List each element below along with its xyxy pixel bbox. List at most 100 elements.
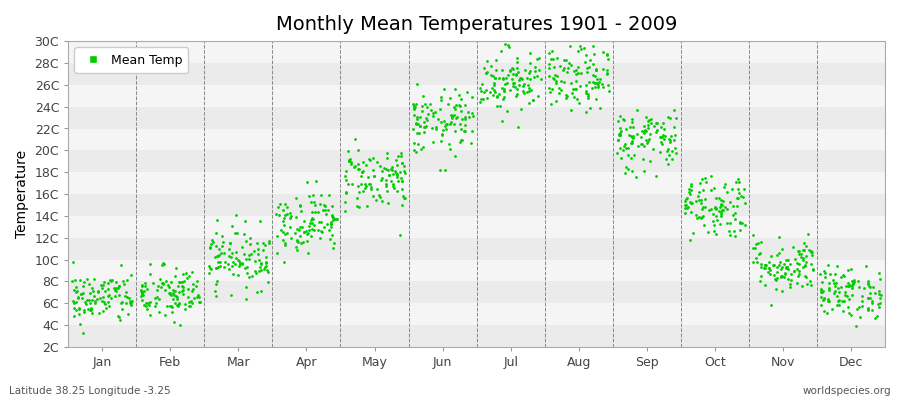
Point xyxy=(408,104,422,110)
Point xyxy=(506,66,520,72)
Point xyxy=(306,216,320,222)
Point xyxy=(391,153,405,159)
Point xyxy=(68,286,82,293)
Point xyxy=(112,314,126,320)
Point xyxy=(228,230,242,236)
Point xyxy=(302,226,316,233)
Point xyxy=(344,160,358,167)
Point xyxy=(509,71,524,78)
Point xyxy=(142,302,157,308)
Point xyxy=(662,136,676,142)
Point xyxy=(170,296,184,302)
Point xyxy=(700,229,715,236)
Point xyxy=(101,286,115,292)
Point xyxy=(69,284,84,290)
Point xyxy=(242,274,256,281)
Point xyxy=(796,255,810,261)
Point xyxy=(396,193,410,200)
Point xyxy=(596,49,610,55)
Point xyxy=(821,295,835,302)
Point xyxy=(185,281,200,287)
Point xyxy=(159,303,174,310)
Point xyxy=(453,121,467,127)
Point xyxy=(473,99,488,106)
Point xyxy=(223,254,238,260)
Point xyxy=(213,258,228,265)
Point xyxy=(473,85,488,91)
Point xyxy=(704,173,718,179)
Point xyxy=(559,92,573,98)
Point xyxy=(637,130,652,137)
Point xyxy=(827,280,842,286)
Point xyxy=(861,305,876,312)
Point xyxy=(326,216,340,223)
Point xyxy=(511,124,526,130)
Point xyxy=(228,261,242,267)
Point xyxy=(462,114,476,120)
Point xyxy=(581,94,596,101)
Point xyxy=(94,282,108,289)
Point xyxy=(640,125,654,132)
Point xyxy=(653,139,668,145)
Point xyxy=(753,264,768,270)
Point xyxy=(411,141,426,147)
Point xyxy=(138,288,152,294)
Point xyxy=(728,210,742,216)
Point xyxy=(818,274,832,280)
Point xyxy=(115,278,130,284)
Point xyxy=(452,92,466,99)
Point xyxy=(804,282,818,288)
Point xyxy=(190,278,204,284)
Point xyxy=(398,170,412,176)
Point xyxy=(95,282,110,288)
Point xyxy=(805,261,819,267)
Point xyxy=(696,187,710,194)
Point xyxy=(133,293,148,299)
Point xyxy=(752,251,766,258)
Point xyxy=(847,279,861,285)
Point xyxy=(186,286,201,293)
Point xyxy=(589,66,603,72)
Point xyxy=(306,191,320,198)
Point xyxy=(841,303,855,310)
Point xyxy=(757,265,771,271)
Point xyxy=(420,116,435,123)
Point xyxy=(108,286,122,293)
Point xyxy=(626,135,640,141)
Point xyxy=(124,300,139,306)
Point xyxy=(710,216,724,223)
Point xyxy=(514,106,528,112)
Point xyxy=(520,82,535,89)
Point xyxy=(111,285,125,291)
Point xyxy=(637,143,652,149)
Point xyxy=(407,140,421,146)
Point xyxy=(379,183,393,189)
Point xyxy=(613,130,627,136)
Point xyxy=(568,86,582,92)
Point xyxy=(166,296,180,302)
Point xyxy=(507,80,521,86)
Point xyxy=(84,306,98,312)
Point xyxy=(458,102,473,108)
Point xyxy=(762,271,777,277)
Point xyxy=(681,204,696,210)
Point xyxy=(696,212,710,219)
Point xyxy=(392,232,407,238)
Point xyxy=(569,78,583,84)
Point xyxy=(601,82,616,89)
Point xyxy=(122,298,137,304)
Point xyxy=(573,46,588,52)
Point xyxy=(439,126,454,132)
Point xyxy=(226,270,240,277)
Point xyxy=(358,182,373,189)
Point xyxy=(379,166,393,172)
Point xyxy=(270,250,284,256)
Point xyxy=(447,120,462,127)
Point xyxy=(445,112,459,118)
Point xyxy=(372,192,386,198)
Point xyxy=(512,75,526,81)
Point xyxy=(163,291,177,297)
Point xyxy=(729,202,743,209)
Point xyxy=(339,190,354,196)
Point xyxy=(630,107,644,113)
